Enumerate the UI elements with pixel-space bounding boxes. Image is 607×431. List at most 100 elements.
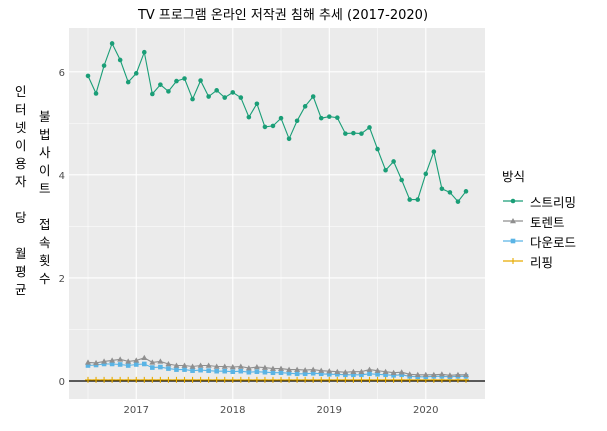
data-point xyxy=(510,198,516,204)
data-point xyxy=(221,376,228,383)
data-point xyxy=(189,376,196,383)
data-point xyxy=(399,177,404,183)
data-point xyxy=(454,371,461,378)
data-point xyxy=(375,146,380,152)
legend-title: 방식 xyxy=(502,169,526,184)
y-axis-label-char: 용 xyxy=(15,156,27,171)
y-axis-label-char: 불 xyxy=(39,109,51,124)
data-point xyxy=(382,368,389,374)
data-point xyxy=(310,94,316,99)
data-point xyxy=(278,115,284,121)
data-point xyxy=(294,366,301,372)
data-point xyxy=(350,368,357,374)
data-point xyxy=(166,366,171,371)
data-point xyxy=(310,370,316,376)
data-point xyxy=(117,57,123,63)
legend-item: 스트리밍 xyxy=(502,191,576,211)
data-point xyxy=(286,370,292,376)
data-point xyxy=(343,372,348,378)
data-point xyxy=(101,361,107,367)
data-point xyxy=(230,369,236,374)
data-point xyxy=(101,63,107,68)
data-point xyxy=(198,367,203,373)
data-point xyxy=(391,372,396,378)
legend-item: 리핑 xyxy=(502,251,576,271)
data-point xyxy=(261,364,268,370)
data-point xyxy=(141,49,147,55)
data-point xyxy=(334,368,341,374)
data-point xyxy=(351,372,356,378)
data-point xyxy=(85,359,91,365)
data-point xyxy=(382,376,389,383)
data-point xyxy=(93,91,99,96)
data-point xyxy=(286,136,292,142)
data-point xyxy=(390,376,397,383)
data-point xyxy=(335,115,340,120)
data-point xyxy=(399,372,404,378)
data-point xyxy=(463,189,469,194)
data-point xyxy=(205,376,212,383)
legend-item: 다운로드 xyxy=(502,231,576,251)
data-point xyxy=(261,376,268,383)
data-point xyxy=(174,367,179,372)
data-point xyxy=(367,125,372,130)
data-point xyxy=(334,376,341,383)
data-point xyxy=(414,371,421,378)
data-point xyxy=(117,376,124,383)
data-point xyxy=(182,367,187,372)
data-point xyxy=(109,376,116,383)
data-point xyxy=(326,376,333,383)
data-point xyxy=(173,376,180,383)
data-point xyxy=(286,376,293,383)
data-point xyxy=(197,362,204,368)
data-point xyxy=(375,371,380,377)
data-point xyxy=(431,149,437,154)
series-스트리밍 xyxy=(85,41,469,204)
y-axis-label-char: 수 xyxy=(39,271,51,286)
data-point xyxy=(141,354,148,361)
data-point xyxy=(230,90,236,95)
y-axis-label-char: 이 xyxy=(39,163,51,178)
data-point xyxy=(125,376,132,383)
data-point xyxy=(238,95,244,100)
data-point xyxy=(109,41,115,46)
legend-label: 토렌트 xyxy=(530,214,565,230)
data-point xyxy=(351,130,356,136)
data-point xyxy=(342,369,349,375)
data-point xyxy=(109,357,116,363)
data-point xyxy=(182,76,187,81)
y-axis-label-char: 당 xyxy=(15,210,27,225)
data-point xyxy=(391,159,396,164)
data-point xyxy=(262,369,268,375)
data-point xyxy=(158,82,163,87)
data-point xyxy=(222,95,228,100)
data-point xyxy=(374,376,381,383)
data-point xyxy=(366,376,373,383)
y-tick-label: 0 xyxy=(59,377,65,388)
data-point xyxy=(246,369,252,375)
data-point xyxy=(335,371,340,377)
data-point xyxy=(125,363,131,368)
data-point xyxy=(125,358,132,364)
data-point xyxy=(366,366,373,372)
data-point xyxy=(93,359,100,366)
legend-label: 리핑 xyxy=(530,254,554,270)
data-point xyxy=(423,171,429,177)
x-tick-label: 2019 xyxy=(317,405,342,416)
data-point xyxy=(318,376,325,383)
data-point xyxy=(238,368,244,374)
data-point xyxy=(174,78,179,84)
y-axis-label-char: 자 xyxy=(15,174,27,189)
data-point xyxy=(85,363,91,368)
data-point xyxy=(415,197,421,202)
data-point xyxy=(406,371,413,377)
data-point xyxy=(446,372,453,378)
data-point xyxy=(294,371,300,377)
data-point xyxy=(93,376,100,383)
data-point xyxy=(173,362,180,368)
data-point xyxy=(407,197,413,202)
y-axis-label-char: 횟 xyxy=(39,253,51,268)
data-point xyxy=(390,369,397,375)
